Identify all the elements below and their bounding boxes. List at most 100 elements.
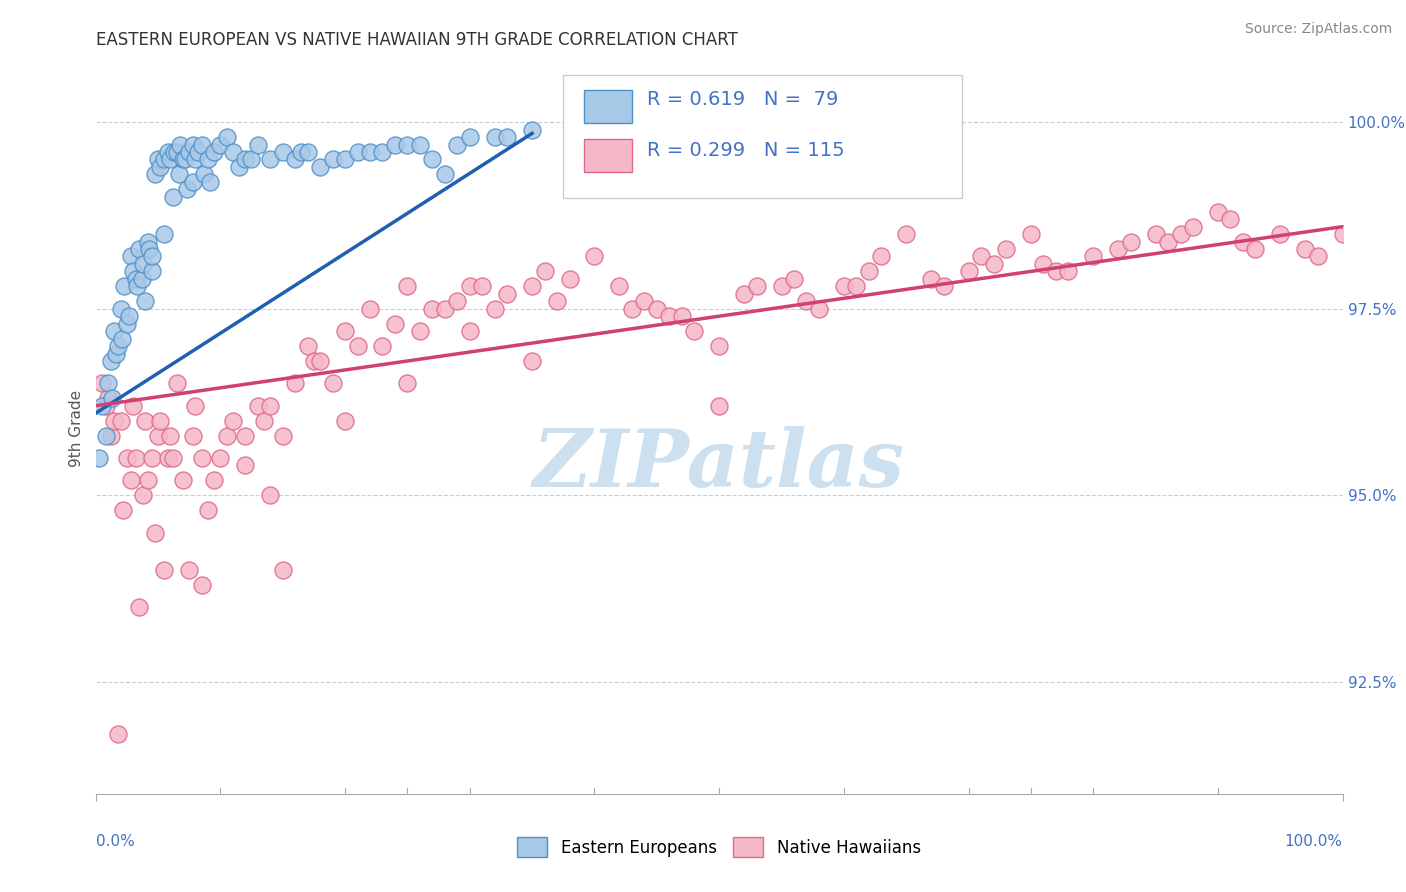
Point: [1083, 250, 1105, 264]
Point: [1045, 264, 1067, 278]
Point: [1331, 227, 1354, 241]
Point: [202, 145, 225, 159]
Point: [172, 474, 194, 488]
Point: [120, 250, 142, 264]
Point: [420, 301, 443, 316]
Point: [957, 264, 980, 278]
Point: [94, 428, 117, 442]
Point: [153, 563, 176, 577]
Point: [101, 392, 124, 406]
Point: [1244, 242, 1267, 256]
Point: [120, 474, 142, 488]
Point: [259, 488, 281, 502]
Point: [309, 354, 332, 368]
Point: [153, 153, 176, 167]
Point: [181, 428, 204, 442]
Point: [209, 450, 232, 465]
Point: [371, 145, 394, 159]
Point: [297, 145, 319, 159]
Point: [141, 264, 163, 278]
Point: [709, 339, 731, 353]
Point: [970, 250, 993, 264]
Point: [124, 272, 146, 286]
Point: [107, 727, 129, 741]
Point: [228, 160, 250, 174]
Point: [259, 399, 281, 413]
Point: [396, 137, 419, 152]
Point: [90, 376, 112, 391]
Point: [1057, 264, 1080, 278]
Point: [271, 145, 294, 159]
Point: [145, 168, 167, 182]
Point: [1119, 235, 1142, 249]
Point: [145, 525, 167, 540]
Point: [271, 428, 294, 442]
Point: [322, 376, 344, 391]
Point: [184, 399, 207, 413]
Point: [156, 450, 179, 465]
Point: [520, 122, 543, 136]
Point: [458, 324, 481, 338]
Point: [384, 317, 406, 331]
Point: [209, 137, 232, 152]
Point: [122, 264, 145, 278]
Text: R = 0.619   N =  79: R = 0.619 N = 79: [647, 89, 838, 109]
Point: [233, 458, 256, 473]
Point: [309, 160, 332, 174]
Point: [284, 376, 307, 391]
Point: [97, 392, 120, 406]
Point: [520, 279, 543, 293]
Point: [184, 153, 207, 167]
Point: [181, 137, 204, 152]
Point: [124, 450, 146, 465]
Point: [546, 294, 568, 309]
Point: [290, 145, 312, 159]
Point: [446, 294, 468, 309]
Point: [359, 145, 381, 159]
Point: [396, 376, 419, 391]
Point: [620, 301, 643, 316]
Point: [346, 339, 368, 353]
Point: [253, 414, 276, 428]
Point: [484, 130, 506, 145]
Point: [870, 250, 893, 264]
Point: [90, 399, 112, 413]
Point: [149, 414, 172, 428]
Point: [181, 175, 204, 189]
Point: [807, 301, 830, 316]
Point: [1170, 227, 1192, 241]
Point: [222, 414, 245, 428]
Point: [333, 153, 356, 167]
Point: [136, 235, 159, 249]
Point: [583, 250, 606, 264]
Point: [202, 474, 225, 488]
Point: [484, 301, 506, 316]
Point: [215, 428, 238, 442]
Point: [128, 600, 150, 615]
Point: [193, 168, 215, 182]
Point: [995, 242, 1018, 256]
Point: [115, 450, 138, 465]
Point: [128, 242, 150, 256]
Point: [89, 450, 111, 465]
Point: [233, 153, 256, 167]
Point: [409, 324, 432, 338]
Point: [796, 294, 818, 309]
Point: [112, 279, 135, 293]
Point: [176, 182, 198, 196]
Text: EASTERN EUROPEAN VS NATIVE HAWAIIAN 9TH GRADE CORRELATION CHART: EASTERN EUROPEAN VS NATIVE HAWAIIAN 9TH …: [96, 31, 738, 49]
Point: [284, 153, 307, 167]
Point: [845, 279, 868, 293]
Point: [496, 286, 519, 301]
Point: [146, 428, 169, 442]
Point: [396, 279, 419, 293]
Point: [107, 339, 129, 353]
Point: [920, 272, 942, 286]
Point: [932, 279, 955, 293]
Text: ZIPatlas: ZIPatlas: [533, 426, 905, 503]
Point: [458, 279, 481, 293]
Point: [471, 279, 494, 293]
Text: Source: ZipAtlas.com: Source: ZipAtlas.com: [1244, 22, 1392, 37]
Point: [179, 563, 201, 577]
Point: [97, 376, 120, 391]
